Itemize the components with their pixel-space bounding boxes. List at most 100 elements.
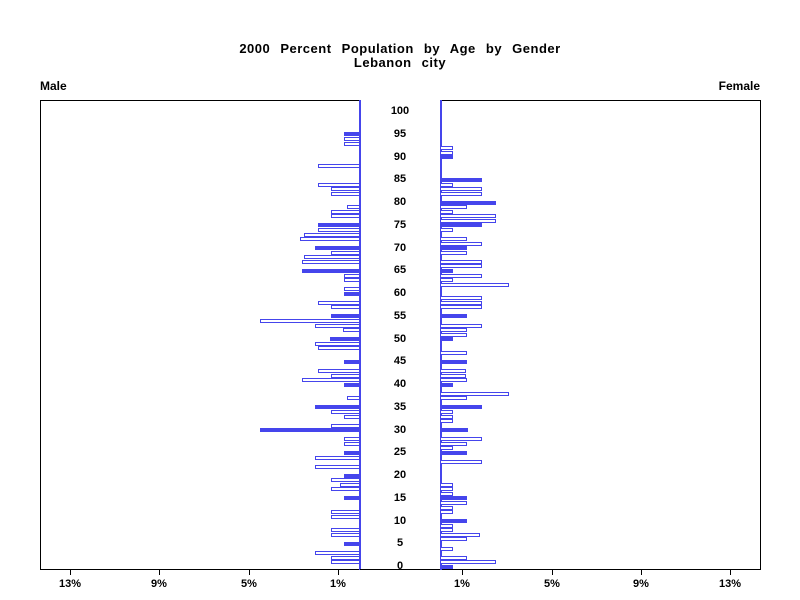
bar-female-age-66 — [440, 264, 482, 268]
pct-tick-male-0 — [338, 570, 339, 575]
bar-female-age-53 — [440, 324, 482, 328]
bar-female-age-26 — [440, 446, 453, 450]
age-tick-label-85: 85 — [393, 173, 407, 185]
age-tick-label-50: 50 — [393, 333, 407, 345]
age-tick-label-20: 20 — [393, 469, 407, 481]
bar-male-age-42 — [331, 374, 360, 378]
male-zero-axis — [359, 100, 361, 570]
pct-tick-male-3 — [70, 570, 71, 575]
bar-female-age-15 — [440, 496, 467, 500]
age-tick-label-45: 45 — [393, 355, 407, 367]
bar-male-age-54 — [260, 319, 360, 323]
pct-tick-label-female-1%: 1% — [454, 578, 470, 590]
bar-female-age-76 — [440, 219, 496, 223]
bar-female-age-10 — [440, 519, 467, 523]
bar-male-age-75 — [318, 223, 360, 227]
age-tick-label-60: 60 — [393, 287, 407, 299]
bar-female-age-23 — [440, 460, 482, 464]
age-tick-label-35: 35 — [393, 401, 407, 413]
bar-female-age-75 — [440, 223, 482, 227]
age-tick-label-30: 30 — [393, 424, 407, 436]
bar-female-age-67 — [440, 260, 482, 264]
bar-male-age-53 — [315, 324, 360, 328]
age-tick-label-95: 95 — [393, 128, 407, 140]
bar-female-age-80 — [440, 201, 496, 205]
bar-male-age-22 — [315, 465, 360, 469]
bar-male-age-34 — [331, 410, 360, 414]
bar-male-age-12 — [331, 510, 360, 514]
chart-subtitle: Lebanon city — [353, 55, 447, 70]
bar-female-age-45 — [440, 360, 467, 364]
bar-male-age-27 — [344, 442, 360, 446]
bar-female-age-42 — [440, 374, 466, 378]
female-axis-label: Female — [718, 79, 760, 93]
age-tick-label-70: 70 — [393, 242, 407, 254]
bar-male-age-72 — [300, 237, 360, 241]
bar-female-age-85 — [440, 178, 482, 182]
age-tick-label-15: 15 — [393, 492, 407, 504]
female-plot-box — [440, 100, 761, 570]
bar-female-age-28 — [440, 437, 482, 441]
age-tick-label-75: 75 — [393, 219, 407, 231]
bar-female-age-8 — [440, 528, 453, 532]
bar-male-age-94 — [344, 137, 360, 141]
bar-male-age-79 — [347, 205, 360, 209]
bar-female-age-63 — [440, 278, 453, 282]
pct-tick-female-1 — [552, 570, 553, 575]
pct-tick-label-female-13%: 13% — [718, 578, 742, 590]
bar-male-age-50 — [330, 337, 360, 341]
bar-male-age-8 — [331, 528, 360, 532]
bar-female-age-13 — [440, 506, 453, 510]
bar-female-age-40 — [440, 383, 453, 387]
pct-tick-label-male-1%: 1% — [330, 578, 346, 590]
bar-male-age-60 — [344, 292, 360, 296]
age-tick-label-0: 0 — [396, 560, 404, 572]
bar-male-age-45 — [344, 360, 360, 364]
age-tick-label-40: 40 — [393, 378, 407, 390]
pct-tick-male-2 — [159, 570, 160, 575]
bar-female-age-14 — [440, 501, 467, 505]
bar-male-age-37 — [347, 396, 360, 400]
male-axis-label: Male — [40, 79, 67, 93]
bar-female-age-41 — [440, 378, 467, 382]
bar-male-age-63 — [344, 278, 360, 282]
bar-female-age-90 — [440, 155, 453, 159]
age-tick-label-10: 10 — [393, 515, 407, 527]
bar-male-age-28 — [344, 437, 360, 441]
bar-female-age-27 — [440, 442, 467, 446]
bar-female-age-0 — [440, 565, 453, 569]
bar-female-age-72 — [440, 237, 467, 241]
bar-male-age-58 — [318, 301, 360, 305]
bar-male-age-84 — [318, 183, 360, 187]
bar-female-age-16 — [440, 492, 453, 496]
baseline-connector — [360, 569, 440, 570]
bar-male-age-35 — [315, 405, 360, 409]
bar-male-age-5 — [344, 542, 360, 546]
bar-male-age-74 — [318, 228, 360, 232]
bar-female-age-84 — [440, 183, 453, 187]
bar-male-age-20 — [344, 474, 360, 478]
bar-male-age-67 — [302, 260, 360, 264]
bar-male-age-73 — [304, 233, 360, 237]
bar-female-age-91 — [440, 151, 453, 155]
bar-male-age-17 — [331, 487, 360, 491]
bar-female-age-50 — [440, 337, 453, 341]
bar-male-age-61 — [344, 287, 360, 291]
male-plot-box — [40, 100, 361, 570]
bar-male-age-30 — [260, 428, 360, 432]
pct-tick-female-0 — [462, 570, 463, 575]
bar-female-age-82 — [440, 192, 482, 196]
bar-male-age-83 — [331, 187, 360, 191]
bar-female-age-2 — [440, 556, 467, 560]
pct-tick-label-male-13%: 13% — [58, 578, 82, 590]
bar-female-age-1 — [440, 560, 496, 564]
bar-male-age-95 — [344, 132, 360, 136]
age-tick-label-100: 100 — [390, 105, 410, 117]
chart-title: 2000 Percent Population by Age by Gender — [239, 41, 561, 56]
bar-male-age-15 — [344, 496, 360, 500]
bar-male-age-43 — [318, 369, 360, 373]
bar-female-age-34 — [440, 410, 453, 414]
bar-female-age-92 — [440, 146, 453, 150]
bar-female-age-18 — [440, 483, 453, 487]
bar-male-age-40 — [344, 383, 360, 387]
